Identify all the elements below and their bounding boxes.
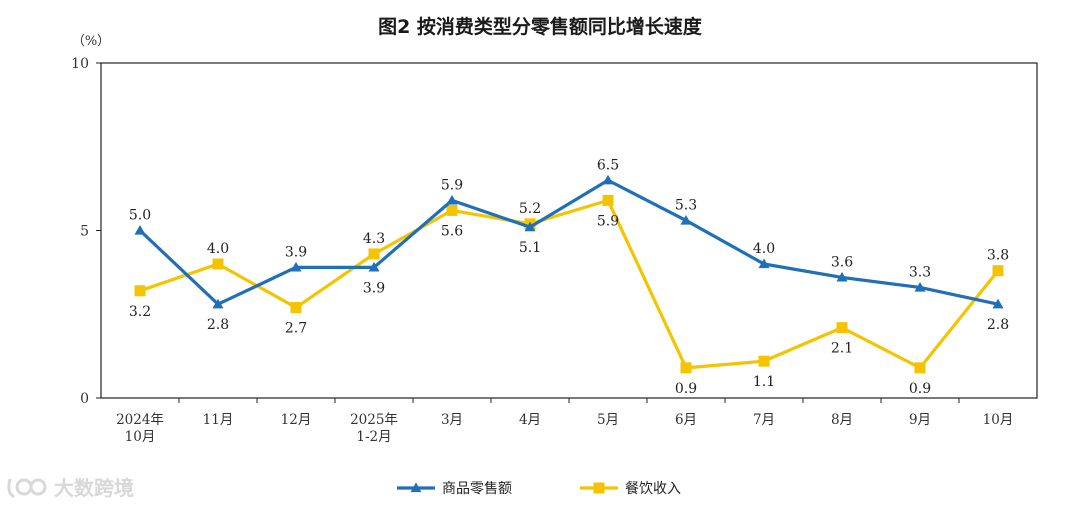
data-labels-catering: 3.2 4.0 2.7 4.3 5.6 5.2 5.9 0.9 1.1 2.1 0.9 3.8 — [129, 201, 1009, 397]
data-label: 4.0 — [753, 241, 775, 257]
watermark-text: 大数跨境 — [54, 476, 134, 500]
data-point-marker — [134, 225, 146, 235]
data-label: 5.9 — [441, 177, 463, 193]
watermark-logo-icon — [7, 478, 47, 498]
y-axis: 0 5 10 — [71, 56, 101, 407]
data-point-marker — [758, 258, 770, 269]
data-label: 4.0 — [207, 241, 229, 257]
x-tick-label: 3月 — [441, 412, 463, 428]
series-catering — [134, 194, 1004, 374]
data-point-marker — [992, 298, 1004, 309]
x-tick-label: 11月 — [203, 412, 234, 428]
data-label: 2.8 — [207, 317, 229, 333]
x-tick-label: 9月 — [909, 412, 931, 428]
data-point-marker — [368, 261, 380, 272]
data-point-marker — [290, 261, 302, 272]
series-layer: 5.0 2.8 3.9 3.9 5.9 5.1 6.5 5.3 4.0 3.6 3.3 2.8 3.2 4… — [129, 157, 1009, 397]
data-label: 3.6 — [831, 254, 853, 270]
data-point-marker — [602, 174, 614, 185]
series-line — [138, 178, 999, 306]
data-point-marker — [836, 322, 848, 334]
legend-item-catering: 餐饮收入 — [580, 481, 681, 497]
data-label: 2.7 — [285, 321, 307, 337]
watermark: 大数跨境 — [6, 472, 134, 501]
data-label: 2.1 — [831, 341, 853, 357]
data-label: 4.3 — [363, 231, 385, 247]
data-point-marker — [914, 281, 926, 292]
data-point-marker — [758, 355, 770, 367]
data-point-marker — [446, 194, 458, 205]
data-point-marker — [446, 204, 458, 216]
y-axis-unit-label: （%） — [72, 34, 110, 49]
data-point-marker — [680, 214, 692, 225]
data-point-marker — [836, 271, 848, 282]
data-labels-goods-retail: 5.0 2.8 3.9 3.9 5.9 5.1 6.5 5.3 4.0 3.6 3.3 2.8 — [129, 157, 1009, 333]
data-label: 5.0 — [129, 208, 151, 224]
data-point-marker — [680, 362, 692, 374]
data-label: 3.8 — [987, 248, 1009, 264]
data-label: 5.3 — [675, 197, 697, 213]
x-tick-label: 8月 — [831, 412, 853, 428]
x-tick-label: 5月 — [597, 412, 619, 428]
series-goods-retail — [134, 174, 1004, 309]
data-label: 5.2 — [519, 201, 541, 217]
data-label: 3.3 — [909, 264, 931, 280]
data-point-marker — [992, 265, 1004, 277]
x-tick-label: 12月 — [281, 412, 312, 428]
data-label: 3.2 — [129, 304, 151, 320]
x-tick-label: 6月 — [675, 412, 697, 428]
chart-title: 图2 按消费类型分零售额同比增长速度 — [378, 15, 703, 38]
x-axis: 2024年 10月 11月 12月 2025年 1-2月 3月 4月 5月 6月 7月 8月 9月 10月 — [116, 398, 1013, 445]
data-label: 5.1 — [519, 240, 541, 256]
legend-label: 餐饮收入 — [625, 481, 681, 497]
data-label: 3.9 — [285, 244, 307, 260]
x-tick-label: 7月 — [753, 412, 775, 428]
data-point-marker — [602, 194, 614, 206]
data-point-marker — [524, 221, 536, 232]
data-label: 0.9 — [909, 381, 931, 397]
legend-item-goods-retail: 商品零售额 — [397, 481, 512, 497]
series-line — [139, 198, 1000, 370]
data-point-marker — [914, 362, 926, 374]
data-point-marker — [368, 248, 380, 260]
plot-area-frame — [100, 62, 1038, 399]
data-label: 1.1 — [753, 374, 775, 390]
legend-swatch-marker — [593, 482, 605, 494]
data-point-marker — [290, 302, 302, 314]
legend-swatch-marker — [410, 482, 422, 493]
y-tick-label: 5 — [80, 224, 89, 240]
y-tick-label: 0 — [80, 391, 89, 407]
data-label: 5.9 — [597, 213, 619, 229]
data-label: 0.9 — [675, 381, 697, 397]
x-tick-label: 2024年 10月 — [116, 412, 164, 445]
x-tick-label: 10月 — [983, 412, 1014, 428]
data-label: 6.5 — [597, 157, 619, 173]
data-point-marker — [134, 285, 146, 297]
y-tick-label: 10 — [71, 56, 89, 72]
x-tick-label: 4月 — [519, 412, 541, 428]
x-tick-label: 2025年 1-2月 — [350, 412, 398, 445]
data-label: 5.6 — [441, 223, 463, 239]
data-label: 3.9 — [363, 280, 385, 296]
legend: 商品零售额 餐饮收入 — [397, 481, 681, 497]
legend-label: 商品零售额 — [442, 481, 512, 497]
data-point-marker — [212, 258, 224, 270]
data-label: 2.8 — [987, 317, 1009, 333]
data-point-marker — [212, 298, 224, 309]
